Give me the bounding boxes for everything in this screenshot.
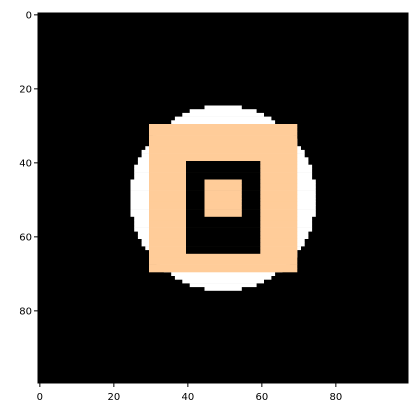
- square-pixel-run: [149, 138, 298, 143]
- center-pixel-run: [204, 209, 242, 214]
- frame-pixel-run: [186, 172, 261, 177]
- square-pixel-run: [149, 142, 298, 147]
- disk-pixel-run: [204, 286, 242, 291]
- x-tick-label: 60: [255, 392, 268, 403]
- frame-pixel-run: [186, 227, 261, 232]
- x-axis: 0 20 40 60 80: [37, 383, 342, 403]
- square-pixel-run: [149, 124, 298, 128]
- square-pixel-run: [149, 264, 298, 269]
- disk-pixel-run: [204, 105, 242, 110]
- x-tick-label: 40: [181, 392, 194, 403]
- disk-pixel-run: [182, 279, 264, 284]
- center-pixel-run: [204, 179, 242, 184]
- frame-pixel-run: [186, 216, 261, 221]
- disk-pixel-run: [174, 116, 272, 121]
- x-tick-label: 20: [107, 392, 120, 403]
- x-tick-label: 0: [37, 392, 43, 403]
- plot-area: [37, 12, 409, 384]
- square-pixel-run: [149, 127, 298, 132]
- center-pixel-run: [204, 201, 242, 206]
- frame-pixel-run: [186, 164, 261, 169]
- center-pixel-run: [204, 205, 242, 210]
- x-tick-label: 80: [329, 392, 342, 403]
- frame-pixel-run: [186, 231, 261, 236]
- y-tick-label: 60: [19, 232, 32, 243]
- center-pixel-run: [204, 212, 242, 217]
- frame-pixel-run: [186, 246, 261, 251]
- center-pixel-run: [204, 186, 242, 191]
- disk-pixel-run: [174, 275, 272, 280]
- disk-pixel-run: [171, 272, 276, 276]
- disk-pixel-run: [182, 112, 264, 117]
- disk-pixel-run: [189, 109, 257, 114]
- y-tick-label: 20: [19, 84, 32, 95]
- square-pixel-run: [149, 131, 298, 136]
- square-pixel-run: [149, 149, 298, 154]
- y-axis: 0 20 40 60 80: [19, 10, 38, 317]
- square-pixel-run: [149, 253, 298, 258]
- frame-pixel-run: [186, 238, 261, 243]
- y-tick-label: 80: [19, 306, 32, 317]
- y-tick-label: 40: [19, 158, 32, 169]
- frame-pixel-run: [186, 242, 261, 247]
- frame-pixel-run: [186, 168, 261, 173]
- center-pixel-run: [204, 190, 242, 195]
- square-pixel-run: [149, 268, 298, 273]
- square-pixel-run: [149, 135, 298, 140]
- disk-pixel-run: [171, 120, 276, 125]
- square-pixel-run: [149, 153, 298, 158]
- disk-pixel-run: [189, 283, 257, 288]
- y-tick-label: 0: [26, 10, 32, 21]
- center-pixel-run: [204, 198, 242, 202]
- square-pixel-run: [149, 146, 298, 151]
- square-pixel-run: [149, 257, 298, 262]
- square-pixel-run: [149, 157, 298, 162]
- frame-pixel-run: [186, 249, 261, 254]
- image-pixels: [130, 105, 316, 291]
- frame-pixel-run: [186, 220, 261, 225]
- frame-pixel-run: [186, 175, 261, 180]
- center-pixel-run: [204, 194, 242, 199]
- frame-pixel-run: [186, 235, 261, 239]
- frame-pixel-run: [186, 161, 261, 165]
- square-pixel-run: [149, 260, 298, 265]
- axes-frame: [37, 12, 409, 384]
- frame-pixel-run: [186, 223, 261, 228]
- center-pixel-run: [204, 183, 242, 188]
